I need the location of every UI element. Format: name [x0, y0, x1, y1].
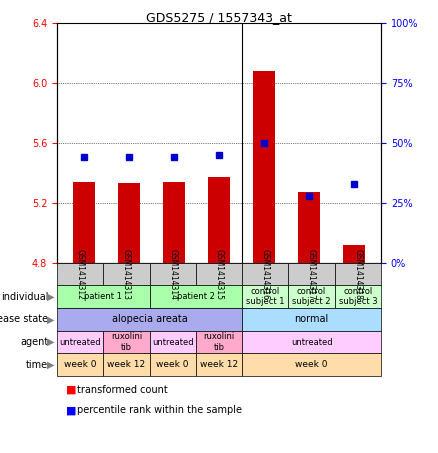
Text: transformed count: transformed count — [77, 385, 167, 395]
Text: GSM1414312: GSM1414312 — [76, 249, 85, 299]
Text: GSM1414313: GSM1414313 — [122, 249, 131, 299]
Text: GSM1414314: GSM1414314 — [168, 249, 177, 299]
Text: patient 2: patient 2 — [177, 292, 215, 301]
Text: GSM1414316: GSM1414316 — [261, 249, 270, 299]
Text: patient 1: patient 1 — [84, 292, 122, 301]
Text: ▶: ▶ — [47, 360, 55, 370]
Bar — [298, 192, 320, 263]
Text: GSM1414317: GSM1414317 — [307, 249, 316, 299]
Text: control
subject 3: control subject 3 — [339, 287, 377, 306]
Text: week 0: week 0 — [295, 360, 328, 369]
Bar — [253, 71, 275, 263]
Text: ruxolini
tib: ruxolini tib — [111, 333, 142, 352]
Text: time: time — [26, 360, 48, 370]
Text: untreated: untreated — [59, 337, 101, 347]
Bar — [118, 183, 140, 263]
Text: control
subject 1: control subject 1 — [246, 287, 285, 306]
Text: normal: normal — [294, 314, 329, 324]
Text: ▶: ▶ — [47, 292, 55, 302]
Text: ▶: ▶ — [47, 314, 55, 324]
Bar — [73, 182, 95, 263]
Bar — [163, 182, 185, 263]
Text: percentile rank within the sample: percentile rank within the sample — [77, 405, 242, 415]
Text: GDS5275 / 1557343_at: GDS5275 / 1557343_at — [146, 11, 292, 24]
Text: week 12: week 12 — [200, 360, 238, 369]
Text: week 0: week 0 — [156, 360, 189, 369]
Text: control
subject 2: control subject 2 — [292, 287, 331, 306]
Text: GSM1414318: GSM1414318 — [353, 249, 362, 299]
Text: alopecia areata: alopecia areata — [112, 314, 187, 324]
Text: ▶: ▶ — [47, 337, 55, 347]
Text: week 12: week 12 — [107, 360, 145, 369]
Text: agent: agent — [20, 337, 48, 347]
Text: ■: ■ — [66, 385, 76, 395]
Text: week 0: week 0 — [64, 360, 96, 369]
Text: ruxolini
tib: ruxolini tib — [203, 333, 235, 352]
Bar — [343, 245, 365, 263]
Text: ■: ■ — [66, 405, 76, 415]
Bar — [208, 177, 230, 263]
Text: GSM1414315: GSM1414315 — [215, 249, 223, 299]
Text: disease state: disease state — [0, 314, 48, 324]
Text: untreated: untreated — [291, 337, 332, 347]
Text: individual: individual — [1, 292, 48, 302]
Text: untreated: untreated — [152, 337, 194, 347]
